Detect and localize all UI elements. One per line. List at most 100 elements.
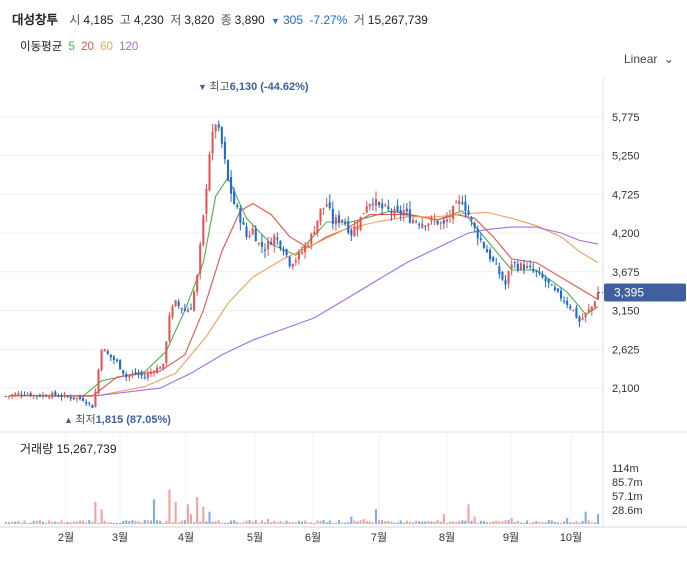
volume-bar — [356, 521, 359, 524]
volume-bar — [245, 520, 248, 524]
candle-body — [461, 202, 464, 204]
volume-bar — [411, 522, 415, 524]
candle-body — [479, 238, 482, 240]
volume-bar — [581, 520, 584, 524]
volume-bar — [109, 522, 112, 524]
volume-bar — [183, 520, 186, 524]
volume-bar — [156, 520, 159, 524]
candle-body — [411, 219, 415, 224]
volume-bar — [507, 520, 510, 524]
scale-selector[interactable]: Linear ⌄ — [624, 52, 674, 66]
candle-body — [140, 372, 143, 376]
volume-bar — [242, 522, 245, 524]
candle-body — [162, 363, 165, 369]
volume-bar — [282, 522, 285, 524]
volume-tick-label: 85.7m — [612, 477, 643, 489]
candle-body — [439, 222, 442, 224]
candle-body — [211, 131, 214, 154]
ma-title: 이동평균 — [20, 41, 63, 53]
low-label: 저 — [170, 13, 182, 27]
volume-bar — [390, 521, 393, 524]
candle-body — [159, 367, 162, 369]
candles — [4, 120, 600, 408]
candle-body — [378, 202, 381, 206]
volume-bar — [97, 522, 100, 524]
candle-body — [51, 392, 54, 398]
volume-bar — [498, 521, 501, 524]
candle-body — [54, 391, 57, 396]
candle-body — [72, 397, 75, 399]
candle-body — [41, 394, 45, 397]
candle-body — [569, 306, 572, 309]
candle-body — [353, 226, 356, 237]
candle-body — [550, 284, 553, 286]
volume-bar — [205, 521, 208, 524]
min-annotation: ▲ 최저1,815 (87.05%) — [64, 413, 171, 426]
volume-bar — [152, 499, 156, 524]
volume-bar — [177, 522, 180, 524]
candle-body — [510, 264, 513, 269]
volume-bar — [396, 522, 399, 524]
volume-bar — [526, 520, 529, 524]
candle-body — [544, 278, 547, 282]
candle-body — [448, 215, 452, 217]
open-value: 4,185 — [83, 13, 114, 27]
volume-bar — [103, 520, 106, 524]
candle-body — [149, 372, 152, 374]
x-tick-label: 9월 — [503, 531, 519, 544]
candle-body — [553, 287, 556, 290]
volume-bar — [279, 521, 282, 524]
volume-bar — [217, 520, 220, 524]
candle-body — [470, 217, 473, 220]
volume-bar — [362, 519, 365, 524]
candle-body — [112, 356, 115, 361]
volume-bar — [331, 522, 334, 524]
volume-bar — [140, 522, 143, 524]
volume-bar — [263, 522, 267, 524]
volume-bar — [307, 522, 310, 524]
volume-bar — [516, 520, 519, 524]
candle-body — [415, 221, 418, 223]
ma-60-label: 60 — [100, 41, 113, 53]
volume-bar — [45, 522, 48, 524]
candle-body — [436, 220, 439, 225]
volume-bar — [433, 521, 436, 524]
candle-body — [233, 191, 236, 205]
moving-average-legend[interactable]: 이동평균 5 20 60 120 — [20, 38, 141, 54]
volume-bar — [94, 501, 97, 524]
volume-bar — [538, 522, 541, 524]
volume-bar — [119, 522, 122, 524]
volume-bar — [115, 522, 119, 524]
volume-bar — [14, 521, 17, 524]
volume-bar — [344, 522, 347, 524]
volume-bar — [285, 520, 288, 524]
volume-bar — [260, 520, 263, 524]
candle-body — [590, 306, 593, 311]
candle-body — [581, 318, 584, 320]
candle-body — [489, 249, 492, 260]
candle-body — [445, 219, 448, 223]
volume-bar — [584, 511, 587, 524]
candle-body — [183, 309, 186, 311]
high-value: 4,230 — [133, 13, 164, 27]
volume-bar — [291, 522, 294, 524]
volume-bar — [587, 520, 590, 524]
candle-body — [387, 206, 390, 210]
volume-bar — [522, 522, 526, 524]
candle-body — [522, 264, 526, 270]
volume-bar — [593, 522, 596, 524]
volume-bar — [408, 521, 411, 524]
candle-body — [529, 265, 532, 268]
volume-bar — [171, 521, 174, 524]
volume-bar — [276, 522, 279, 524]
volume-bar — [387, 520, 390, 524]
volume-bar — [4, 521, 8, 524]
volume-bar — [196, 496, 199, 524]
candle-body — [17, 393, 20, 395]
y-tick-label: 2,100 — [612, 383, 640, 395]
volume-bar — [236, 522, 239, 524]
volume-bar — [334, 522, 337, 524]
candle-body — [559, 290, 563, 299]
volume-bar — [20, 522, 23, 524]
